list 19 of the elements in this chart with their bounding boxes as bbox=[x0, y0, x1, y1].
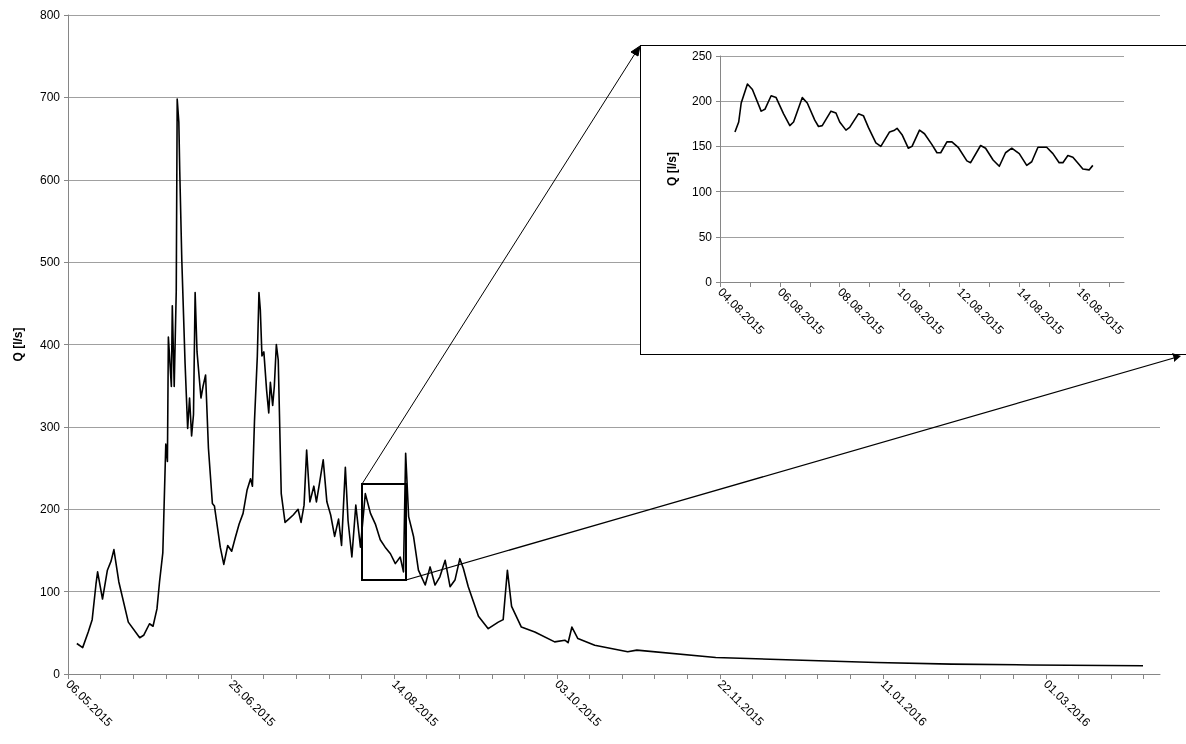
y-axis-title: Q [l/s] bbox=[665, 151, 679, 187]
y-tick-label: 700 bbox=[39, 90, 61, 105]
y-tick-label: 0 bbox=[705, 275, 713, 289]
y-tick-label: 250 bbox=[691, 49, 713, 63]
line-series bbox=[76, 98, 1144, 667]
line-series bbox=[734, 83, 1094, 171]
y-tick-label: 400 bbox=[39, 337, 61, 352]
y-tick-label: 600 bbox=[39, 172, 61, 187]
y-tick-label: 500 bbox=[39, 255, 61, 270]
y-tick-label: 800 bbox=[39, 8, 61, 22]
y-tick-label: 200 bbox=[39, 502, 61, 517]
y-tick-label: 300 bbox=[39, 419, 61, 434]
y-axis-title: Q [l/s] bbox=[11, 327, 25, 362]
y-tick-label: 100 bbox=[691, 184, 713, 199]
y-tick-label: 0 bbox=[53, 667, 61, 681]
y-tick-label: 50 bbox=[698, 229, 713, 244]
y-tick-label: 200 bbox=[691, 94, 713, 109]
y-tick-label: 100 bbox=[39, 584, 61, 599]
y-tick-label: 150 bbox=[691, 139, 713, 154]
